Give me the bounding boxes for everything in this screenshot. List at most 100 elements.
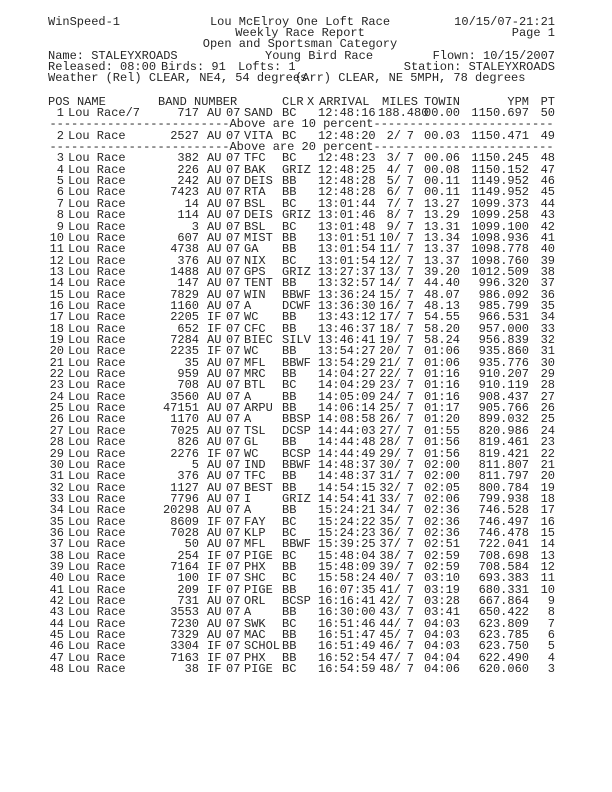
cell-arrival: 13:01:46 [318,208,376,223]
cell-order: 36/ [379,525,401,540]
cell-ypm: 667.864 [478,594,529,609]
cell-org: AU [207,480,222,495]
separator-label: Above are 10 percent [229,118,374,131]
cell-order: 25/ [379,401,401,416]
cell-ypm: 908.437 [478,389,529,404]
cell-year: 07 [226,423,241,438]
cell-ypm: 819.421 [478,446,529,461]
cell-clr: DCSP [282,423,311,438]
cell-pt: 16 [540,514,555,529]
cell-year: 07 [226,514,241,529]
cell-band: 3 [191,219,199,234]
table-row: 10 Lou Race 607 AU 07 MIST BB 13:01:51 10/7 13.34… [0,232,612,244]
cell-pos: 40 [49,571,64,586]
weather-arrival: (Arr) CLEAR, NE 5MPH, 78 degrees [295,71,526,85]
cell-year: 07 [226,525,241,540]
cell-band: 2527 [170,128,199,143]
cell-total: 7 [406,298,414,313]
cell-name: Lou Race [68,435,126,450]
cell-clr: BCSP [282,446,311,461]
cell-name: Lou Race [68,185,126,200]
col-pt: PT [540,95,555,109]
cell-order: 2/ [386,128,401,143]
cell-name: Lou Race [68,582,126,597]
cell-towin: 03:10 [424,571,461,586]
table-row: 8 Lou Race 114 AU 07 DEIS GRIZ 13:01:46 8/7 13.29… [0,209,612,221]
table-row: 43 Lou Race 3553 AU 07 A BB 16:30:00 43/7 03:41 65… [0,606,612,618]
cell-code: VITA [244,128,273,143]
cell-band: 826 [177,435,199,450]
page-number: Page 1 [511,26,555,40]
cell-ypm: 722.041 [478,537,529,552]
cell-pos: 22 [49,367,64,382]
cell-band: 7028 [170,525,199,540]
cell-org: AU [207,264,222,279]
cell-year: 07 [226,560,241,574]
cell-pos: 8 [56,208,64,223]
cell-pos: 29 [49,446,64,461]
cell-year: 07 [226,174,241,189]
cell-org: IF [207,650,222,665]
cell-arrival: 14:54:41 [318,491,376,506]
cell-pt: 13 [540,548,555,563]
cell-year: 07 [226,242,241,257]
cell-arrival: 12:48:28 [318,174,376,189]
cell-towin: 13.37 [424,242,461,257]
cell-towin: 04:03 [424,616,461,631]
cell-towin: 01:20 [424,412,461,427]
cell-towin: 02:00 [424,469,461,484]
cell-total: 7 [406,264,414,279]
table-row: 1 Lou Race/7 717 AU 07 SAND BC 12:48:16 188.480 0… [0,107,612,119]
cell-towin: 03:19 [424,582,461,597]
cell-ypm: 1099.100 [471,219,529,234]
cell-pt: 43 [540,208,555,223]
cell-band: 1488 [170,264,199,279]
cell-code: A [244,503,252,518]
cell-org: AU [207,537,222,552]
cell-towin: 04:03 [424,639,461,654]
cell-arrival: 15:24:23 [318,525,376,540]
cell-pos: 2 [56,128,64,143]
cell-year: 07 [226,457,241,472]
cell-pt: 3 [547,662,555,677]
cell-org: AU [207,423,222,438]
cell-clr: BB [282,230,297,245]
cell-year: 07 [226,151,241,166]
cell-pos: 6 [56,185,64,200]
cell-year: 07 [226,310,241,325]
cell-arrival: 16:30:00 [318,605,376,620]
cell-band: 7230 [170,616,199,631]
cell-towin: 58.24 [424,333,461,347]
race-name: Young Bird Race [265,49,374,63]
cell-pos: 27 [49,423,64,438]
cell-towin: 02:06 [424,491,461,506]
cell-arrival: 12:48:16 [318,106,376,120]
cell-arrival: 13:46:37 [318,321,376,336]
cell-total: 7 [406,548,414,563]
cell-year: 07 [226,491,241,506]
cell-clr: BB [282,242,297,257]
cell-name: Lou Race [68,253,126,268]
cell-year: 07 [226,344,241,359]
cell-ypm: 1150.245 [471,151,529,166]
table-row: 18 Lou Race 652 IF 07 CFC BB 13:46:37 18/7 58.20 9… [0,323,612,335]
cell-towin: 00.11 [424,174,461,189]
cell-band: 20298 [162,503,199,518]
cell-org: AU [207,276,222,291]
cell-name: Lou Race [68,480,126,495]
cell-arrival: 16:51:47 [318,628,376,643]
cell-year: 07 [226,435,241,450]
cell-towin: 02:05 [424,480,461,495]
cell-band: 376 [177,253,199,268]
cell-order: 19/ [379,333,401,347]
cell-pt: 47 [540,162,555,177]
cell-total: 7 [406,128,414,143]
cell-clr: BBWF [282,355,311,370]
cell-total: 7 [406,355,414,370]
cell-clr: BB [282,389,297,404]
cell-clr: BB [282,469,297,484]
cell-name: Lou Race [68,276,126,291]
cell-org: AU [207,389,222,404]
released-time: Released: 08:00 [48,60,157,74]
cell-name: Lou Race [68,639,126,654]
